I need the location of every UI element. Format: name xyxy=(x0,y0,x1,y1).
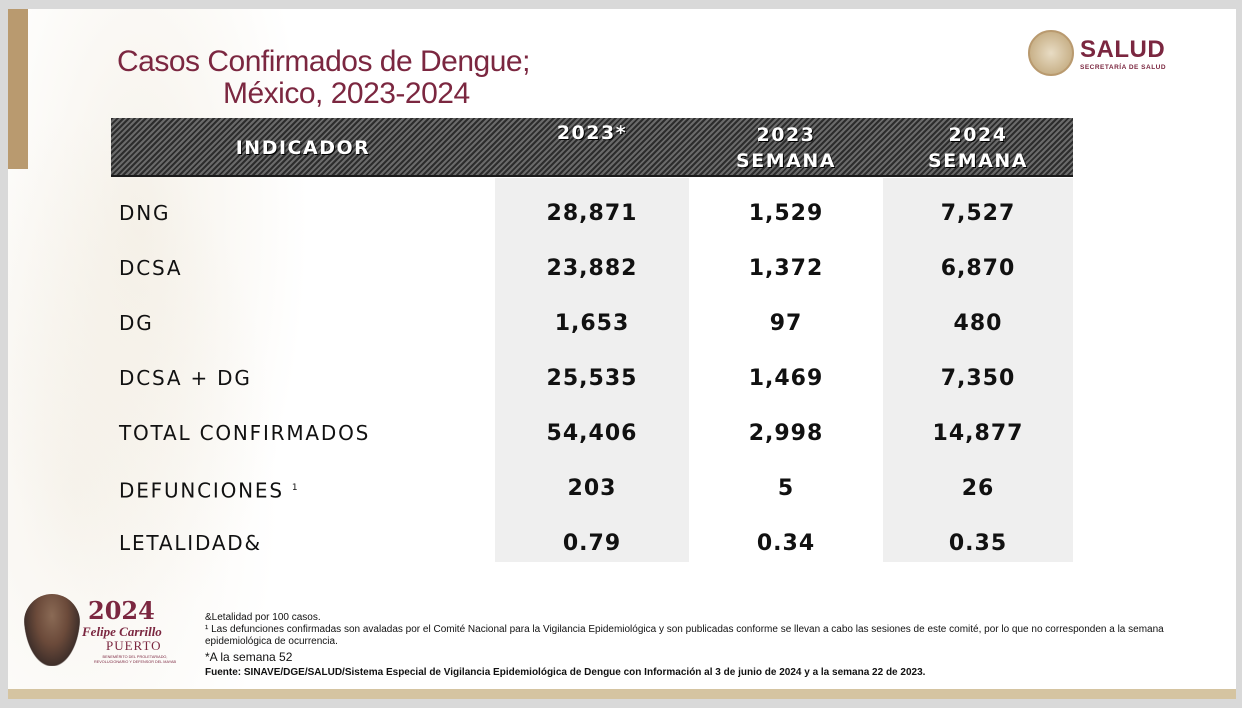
value-2023-semana: 1,372 xyxy=(748,256,824,281)
note-semana: *A la semana 52 xyxy=(205,650,293,664)
value-2023: 203 xyxy=(567,476,617,501)
note-defunciones: ¹ Las defunciones confirmadas son avalad… xyxy=(205,624,1164,647)
footer-logo-name: Felipe Carrillo xyxy=(82,624,162,639)
salud-logo: SALUD SECRETARÍA DE SALUD xyxy=(1028,30,1166,76)
table-row: DNG 28,871 1,529 7,527 xyxy=(111,186,1073,241)
value-2024-semana: 0.35 xyxy=(948,531,1008,556)
value-2023-semana: 2,998 xyxy=(748,421,824,446)
felipe-carrillo-puerto-logo: 2024 Felipe Carrillo PUERTO BENEMÉRITO D… xyxy=(14,592,184,672)
table-row: LETALIDAD& 0.79 0.34 0.35 xyxy=(111,516,1073,571)
row-label: LETALIDAD& xyxy=(119,531,262,555)
value-2024-semana: 480 xyxy=(953,311,1003,336)
value-2023-semana: 1,469 xyxy=(748,366,824,391)
footnote-marker: 1 xyxy=(291,483,298,493)
logo-subtitle: SECRETARÍA DE SALUD xyxy=(1080,63,1167,71)
table-row: DCSA + DG 25,535 1,469 7,350 xyxy=(111,351,1073,406)
header-2023: 2023* xyxy=(556,122,628,144)
value-2024-semana: 6,870 xyxy=(940,256,1016,281)
value-2023: 54,406 xyxy=(546,421,638,446)
row-label: TOTAL CONFIRMADOS xyxy=(119,421,371,445)
header-2024-semana: 2024 SEMANA xyxy=(928,124,1028,172)
column-bg-2023 xyxy=(495,178,689,562)
value-2023-semana: 1,529 xyxy=(748,201,824,226)
note-fuente: Fuente: SINAVE/DGE/SALUD/Sistema Especia… xyxy=(205,667,926,678)
table-row: DCSA 23,882 1,372 6,870 xyxy=(111,241,1073,296)
table-header: INDICADOR 2023* 2023 SEMANA 2024 SEMANA xyxy=(111,118,1073,177)
value-2023: 28,871 xyxy=(546,201,638,226)
value-2023-semana: 0.34 xyxy=(756,531,816,556)
value-2023: 1,653 xyxy=(554,311,630,336)
value-2023-semana: 5 xyxy=(777,476,795,501)
footnotes: &Letalidad por 100 casos. ¹ Las defuncio… xyxy=(205,612,1165,679)
portrait-icon xyxy=(24,594,80,666)
table-row: DEFUNCIONES 1 203 5 26 xyxy=(111,461,1073,516)
table-row: DG 1,653 97 480 xyxy=(111,296,1073,351)
note-letalidad: &Letalidad por 100 casos. xyxy=(205,612,321,623)
value-2024-semana: 26 xyxy=(961,476,995,501)
title-line-1: Casos Confirmados de Dengue; xyxy=(117,45,530,78)
row-label: DG xyxy=(119,311,154,335)
logo-name: SALUD xyxy=(1080,35,1166,63)
value-2024-semana: 7,527 xyxy=(940,201,1016,226)
mexican-seal-icon xyxy=(1028,30,1074,76)
row-label: DCSA xyxy=(119,256,183,280)
value-2023-semana: 97 xyxy=(769,311,803,336)
value-2024-semana: 14,877 xyxy=(932,421,1024,446)
row-label: DCSA + DG xyxy=(119,366,252,390)
value-2023: 23,882 xyxy=(546,256,638,281)
value-2023: 25,535 xyxy=(546,366,638,391)
table-row: TOTAL CONFIRMADOS 54,406 2,998 14,877 xyxy=(111,406,1073,461)
row-label: DEFUNCIONES 1 xyxy=(119,478,298,503)
footer-logo-year: 2024 xyxy=(88,596,155,625)
title-line-2: México, 2023-2024 xyxy=(223,77,470,110)
value-2024-semana: 7,350 xyxy=(940,366,1016,391)
header-indicator: INDICADOR xyxy=(235,137,371,159)
column-bg-2024 xyxy=(883,178,1073,562)
row-label: DNG xyxy=(119,201,171,225)
header-2023-semana: 2023 SEMANA xyxy=(736,124,836,172)
footer-logo-name2: PUERTO xyxy=(106,638,162,653)
page-title: Casos Confirmados de Dengue; México, 202… xyxy=(117,46,530,110)
accent-bar xyxy=(8,9,28,169)
footer-logo-small: BENEMÉRITO DEL PROLETARIADO, REVOLUCIONA… xyxy=(93,655,177,664)
value-2023: 0.79 xyxy=(562,531,622,556)
bottom-border xyxy=(8,689,1236,699)
